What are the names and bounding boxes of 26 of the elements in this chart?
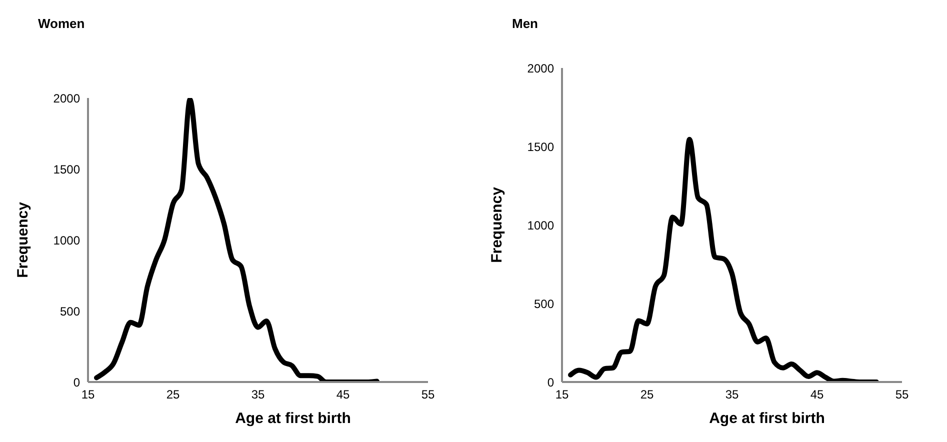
x-tick-label: 45 <box>810 388 824 402</box>
y-tick-label: 500 <box>534 296 554 311</box>
x-tick-label: 15 <box>81 388 95 402</box>
x-axis-title: Age at first birth <box>234 410 352 427</box>
x-axis-title: Age at first birth <box>708 410 826 427</box>
x-tick-label: 15 <box>555 388 569 402</box>
x-tick-label: 55 <box>895 388 909 402</box>
y-axis-title: Frequency <box>488 186 506 263</box>
y-tick-label: 0 <box>547 375 554 390</box>
y-axis-title: Frequency <box>14 201 32 278</box>
x-tick-label: 25 <box>640 388 654 402</box>
chart-title: Women <box>38 16 85 31</box>
x-tick-label: 45 <box>336 388 350 402</box>
y-tick-label: 1500 <box>53 162 80 176</box>
y-tick-label: 1500 <box>527 140 554 154</box>
x-tick-label: 55 <box>421 388 435 402</box>
y-tick-label: 2000 <box>53 91 80 106</box>
y-tick-label: 500 <box>60 304 80 318</box>
y-tick-label: 0 <box>73 375 80 390</box>
x-tick-label: 35 <box>725 388 739 402</box>
y-tick-label: 1000 <box>527 218 554 232</box>
x-tick-label: 35 <box>251 388 265 402</box>
y-tick-label: 2000 <box>527 61 554 76</box>
y-tick-label: 1000 <box>53 233 80 248</box>
chart-title: Men <box>512 16 538 31</box>
x-tick-label: 25 <box>166 388 180 402</box>
